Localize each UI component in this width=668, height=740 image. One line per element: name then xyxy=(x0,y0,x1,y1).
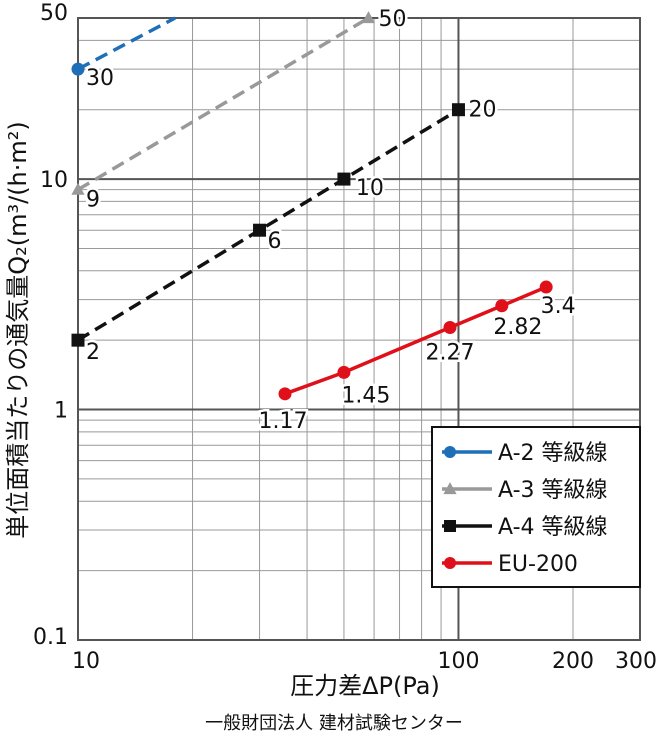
data-point xyxy=(451,103,465,117)
data-point xyxy=(444,446,456,458)
data-point xyxy=(71,333,85,347)
legend-label: A-3 等級線 xyxy=(498,478,608,503)
legend-label: EU-200 xyxy=(498,552,578,577)
tick-layer: 10 100 200 300 0.1 1 10 50 xyxy=(33,1,657,674)
data-label: 30 xyxy=(86,66,114,91)
data-label: 3.4 xyxy=(541,294,576,319)
data-point xyxy=(444,520,456,532)
data-point xyxy=(539,280,553,294)
y-axis-title: 単位面積当たりの通気量Q₂(m³/(h·m²) xyxy=(4,121,32,539)
data-label: 6 xyxy=(268,229,282,254)
data-label: 20 xyxy=(468,98,496,123)
legend: A-2 等級線 A-3 等級線 A-4 等級線 EU-200 xyxy=(431,426,641,588)
legend-label: A-4 等級線 xyxy=(498,515,608,540)
data-label: 10 xyxy=(356,176,384,201)
data-point xyxy=(253,223,267,237)
data-label: 9 xyxy=(86,188,100,213)
label-layer: 30 9 50 2 6 10 20 1.17 1.45 2.27 2.823.4 xyxy=(84,5,579,437)
data-label: 50 xyxy=(378,7,406,32)
data-label: 2.27 xyxy=(426,340,475,365)
y-tick-label: 0.1 xyxy=(33,625,68,650)
data-point xyxy=(443,320,457,334)
data-label: 2 xyxy=(86,340,100,365)
data-point xyxy=(278,387,292,401)
data-point xyxy=(443,482,457,495)
source-credit: 一般財団法人 建材試験センター xyxy=(205,713,463,734)
data-point xyxy=(71,62,85,76)
legend-label: A-2 等級線 xyxy=(498,441,608,466)
y-tick-label: 50 xyxy=(40,1,68,26)
series-line xyxy=(77,16,370,192)
plot-frame xyxy=(77,17,641,641)
data-label: 1.17 xyxy=(259,409,308,434)
y-tick-label: 10 xyxy=(40,168,68,193)
data-point xyxy=(495,299,509,313)
series-layer xyxy=(71,11,553,401)
y-tick-label: 1 xyxy=(54,399,68,424)
data-label: 1.45 xyxy=(341,383,390,408)
data-label: 2.82 xyxy=(493,315,542,340)
data-point xyxy=(337,172,351,186)
x-tick-label: 300 xyxy=(615,649,657,674)
data-point xyxy=(444,557,456,569)
x-tick-label: 100 xyxy=(437,649,479,674)
x-tick-label: 200 xyxy=(552,649,594,674)
series-line xyxy=(77,16,176,71)
series-line xyxy=(77,108,460,342)
data-point xyxy=(337,365,351,379)
data-point xyxy=(71,182,85,195)
x-tick-label: 10 xyxy=(72,649,100,674)
data-point xyxy=(361,11,376,24)
x-axis-title: 圧力差ΔP(Pa) xyxy=(290,672,440,700)
